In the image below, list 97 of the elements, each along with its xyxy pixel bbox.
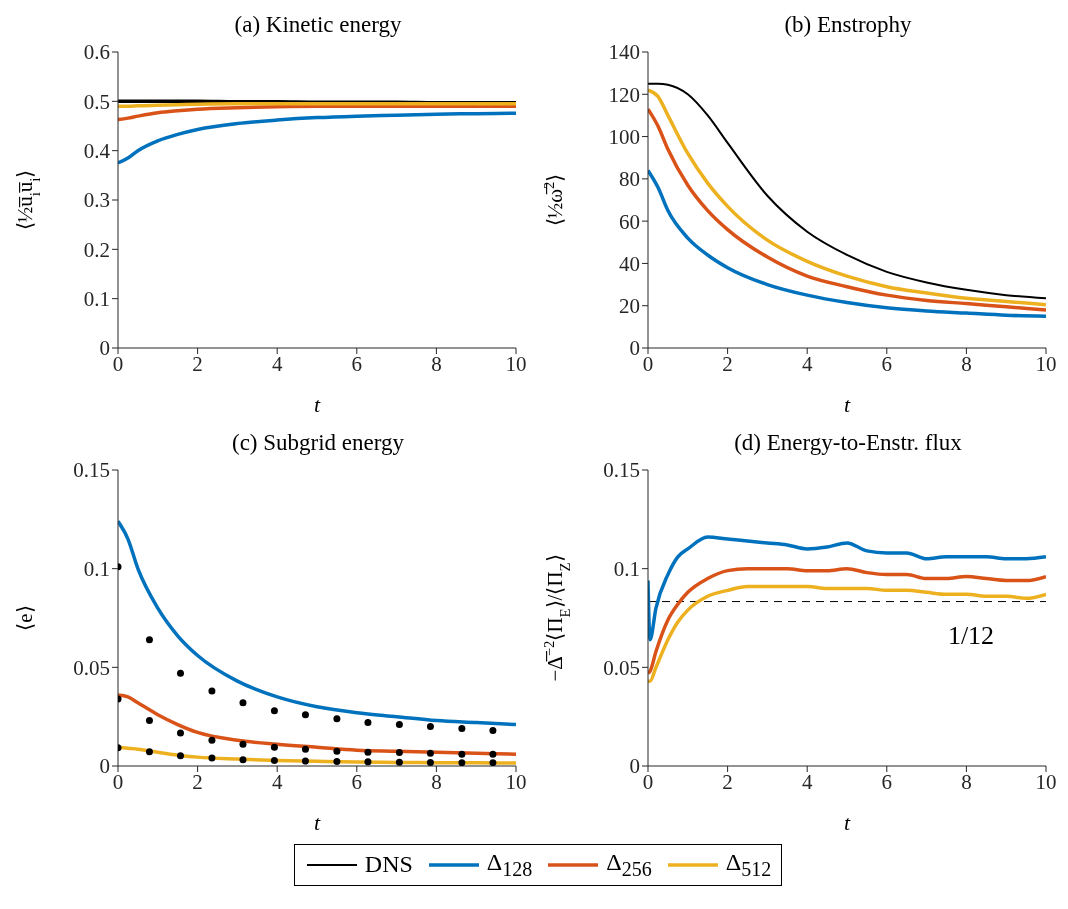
point bbox=[426, 723, 434, 731]
point bbox=[458, 759, 466, 766]
y-tick-label: 60 bbox=[619, 209, 640, 234]
y-tick-label: 80 bbox=[619, 167, 640, 192]
y-tick-label: 120 bbox=[608, 82, 640, 107]
point bbox=[301, 745, 309, 753]
point bbox=[395, 721, 403, 729]
line-series bbox=[648, 168, 1046, 319]
point bbox=[239, 699, 247, 707]
point bbox=[301, 711, 309, 719]
x-tick-label: 10 bbox=[505, 351, 527, 376]
y-tick-label: 0.1 bbox=[613, 557, 640, 582]
point bbox=[208, 736, 216, 744]
x-tick-label: 10 bbox=[1035, 769, 1057, 794]
x-tick-label: 4 bbox=[271, 769, 283, 794]
y-tick-label: 0.4 bbox=[83, 139, 111, 164]
line-series bbox=[118, 104, 516, 122]
chart-title: (c) Subgrid energy bbox=[231, 430, 405, 456]
x-tick-label: 6 bbox=[881, 769, 893, 794]
annotation: 1/12 bbox=[947, 620, 995, 650]
point bbox=[270, 707, 278, 715]
x-tick-label: 10 bbox=[1035, 351, 1057, 376]
point bbox=[145, 717, 153, 725]
point bbox=[270, 756, 278, 764]
y-tick-label: 40 bbox=[619, 251, 640, 276]
x-axis-title: t bbox=[313, 810, 321, 835]
x-tick-label: 8 bbox=[431, 351, 442, 376]
y-tick-label: 0.15 bbox=[603, 458, 640, 483]
x-tick-label: 2 bbox=[192, 769, 203, 794]
y-tick-label: 0.5 bbox=[83, 89, 110, 114]
point bbox=[239, 740, 247, 748]
x-tick-label: 8 bbox=[431, 769, 442, 794]
legend-label: Δ$_{256}$ bbox=[606, 849, 652, 881]
y-axis-title: ⟨e⟩ bbox=[13, 605, 37, 631]
point bbox=[458, 725, 466, 733]
y-tick-label: 0.1 bbox=[83, 287, 110, 312]
point bbox=[395, 758, 403, 766]
x-axis-title: t bbox=[313, 392, 321, 417]
x-tick-label: 2 bbox=[722, 351, 733, 376]
point bbox=[395, 749, 403, 757]
point bbox=[489, 759, 497, 766]
point bbox=[333, 715, 341, 723]
line-series bbox=[648, 566, 1046, 675]
point bbox=[145, 748, 153, 756]
y-tick-label: 0.15 bbox=[73, 458, 110, 483]
legend-label: Δ$_{512}$ bbox=[725, 849, 772, 881]
point bbox=[239, 756, 247, 764]
x-tick-label: 8 bbox=[961, 769, 972, 794]
y-tick-label: 0.6 bbox=[83, 40, 110, 65]
point bbox=[176, 752, 184, 760]
point bbox=[301, 757, 309, 765]
x-tick-label: 10 bbox=[505, 769, 527, 794]
point bbox=[364, 719, 372, 727]
y-tick-label: 100 bbox=[608, 125, 640, 150]
x-tick-label: 2 bbox=[192, 351, 203, 376]
x-tick-label: 4 bbox=[271, 351, 283, 376]
x-tick-label: 4 bbox=[801, 351, 813, 376]
point bbox=[426, 758, 434, 766]
point bbox=[458, 750, 466, 758]
y-tick-label: 140 bbox=[608, 40, 640, 65]
chart-title: (b) Enstrophy bbox=[783, 12, 913, 38]
legend-label: DNS bbox=[364, 851, 413, 879]
point bbox=[426, 749, 434, 757]
x-tick-label: 6 bbox=[351, 769, 363, 794]
point bbox=[333, 747, 341, 755]
x-tick-label: 6 bbox=[351, 351, 363, 376]
point bbox=[208, 687, 216, 695]
point bbox=[489, 750, 497, 758]
line-series bbox=[648, 584, 1046, 683]
legend-label: Δ$_{128}$ bbox=[486, 849, 533, 881]
point bbox=[364, 758, 372, 766]
y-tick-label: 0.05 bbox=[603, 655, 640, 680]
x-tick-label: 6 bbox=[881, 351, 893, 376]
x-tick-label: 4 bbox=[801, 769, 813, 794]
point bbox=[364, 748, 372, 756]
y-tick-label: 0.05 bbox=[73, 655, 110, 680]
x-tick-label: 8 bbox=[961, 351, 972, 376]
chart-title: (a) Kinetic energy bbox=[233, 12, 403, 38]
line-series bbox=[118, 111, 516, 165]
line-series bbox=[118, 519, 516, 727]
x-tick-label: 2 bbox=[722, 769, 733, 794]
y-tick-label: 0.3 bbox=[83, 188, 110, 213]
point bbox=[208, 754, 216, 762]
point bbox=[333, 757, 341, 765]
point bbox=[489, 726, 497, 734]
point bbox=[176, 669, 184, 677]
point bbox=[145, 636, 153, 644]
line-series bbox=[648, 535, 1046, 642]
x-axis-title: t bbox=[843, 392, 851, 417]
chart-title: (d) Energy-to-Enstr. flux bbox=[733, 430, 963, 456]
point bbox=[270, 743, 278, 751]
y-tick-label: 20 bbox=[619, 294, 640, 319]
x-axis-title: t bbox=[843, 810, 851, 835]
line-series bbox=[118, 693, 516, 756]
point bbox=[176, 729, 184, 737]
y-tick-label: 0.1 bbox=[83, 557, 110, 582]
y-tick-label: 0.2 bbox=[83, 237, 110, 262]
